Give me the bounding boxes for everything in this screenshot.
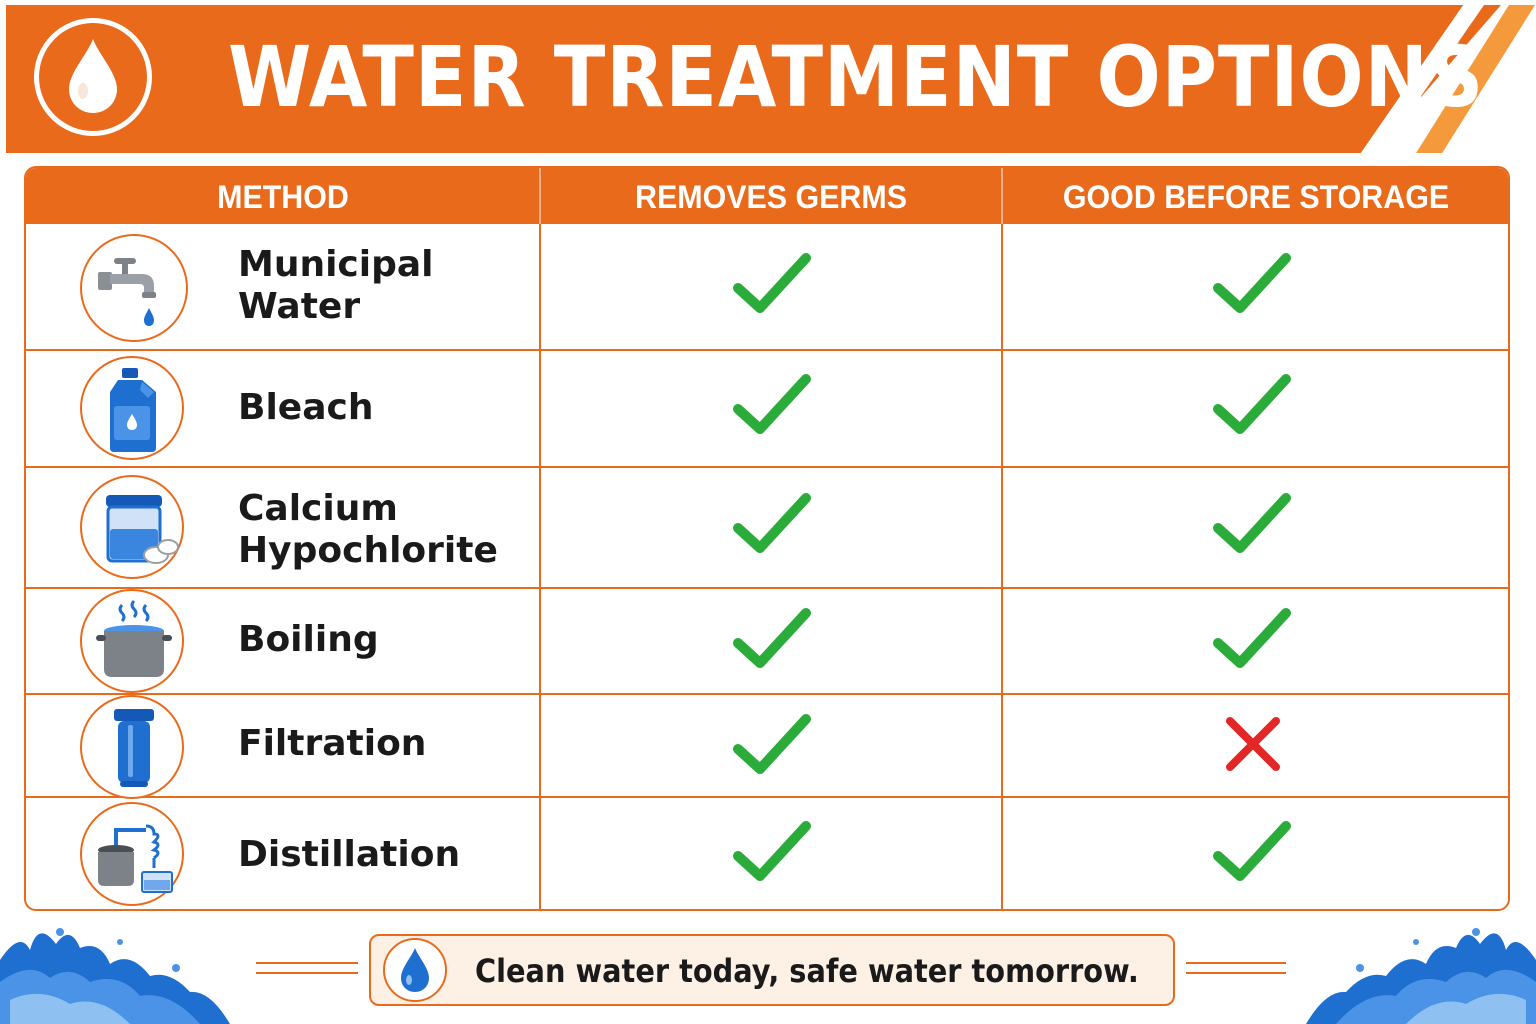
method-icon-badge bbox=[80, 695, 184, 799]
method-icon-badge bbox=[80, 475, 184, 579]
check-icon bbox=[1213, 493, 1291, 553]
check-icon bbox=[1213, 253, 1291, 313]
cross-icon bbox=[1226, 717, 1280, 771]
page-title: WATER TREATMENT OPTIONS bbox=[228, 28, 1485, 126]
method-label: Boiling bbox=[238, 619, 379, 660]
check-icon bbox=[733, 253, 811, 313]
row-divider bbox=[26, 693, 1508, 695]
header-divider bbox=[1001, 168, 1003, 224]
column-header-method: METHOD bbox=[217, 179, 349, 215]
table-row: Distillation bbox=[26, 798, 1508, 909]
column-header-removes-germs: REMOVES GERMS bbox=[635, 179, 907, 215]
distiller-icon bbox=[98, 824, 173, 893]
water-splash-left bbox=[0, 928, 230, 1024]
check-icon bbox=[1213, 821, 1291, 881]
footer-tagline: Clean water today, safe water tomorrow. bbox=[475, 952, 1139, 990]
footer-deco-line bbox=[1186, 962, 1286, 964]
method-icon-badge bbox=[80, 356, 184, 460]
footer-deco-line bbox=[1186, 972, 1286, 974]
check-icon bbox=[733, 714, 811, 774]
row-divider bbox=[26, 587, 1508, 589]
table-row: Filtration bbox=[26, 695, 1508, 799]
column-header-good-before-storage: GOOD BEFORE STORAGE bbox=[1062, 179, 1450, 215]
method-label: Water bbox=[238, 286, 361, 327]
table-row: Boiling bbox=[26, 589, 1508, 693]
method-label: Hypochlorite bbox=[238, 530, 498, 571]
method-label: Filtration bbox=[238, 723, 427, 764]
boiling-pot-icon bbox=[96, 599, 172, 677]
logo-badge bbox=[34, 18, 152, 136]
column-divider bbox=[1001, 224, 1003, 909]
table-header: METHOD REMOVES GERMS GOOD BEFORE STORAGE bbox=[26, 168, 1508, 224]
check-icon bbox=[733, 374, 811, 434]
footer-deco-line bbox=[256, 972, 358, 974]
method-icon-badge bbox=[80, 802, 184, 906]
water-splash-right bbox=[1306, 928, 1536, 1024]
footer-banner: Clean water today, safe water tomorrow. bbox=[369, 934, 1175, 1006]
faucet-icon bbox=[98, 258, 156, 326]
footer-deco-line bbox=[256, 962, 358, 964]
footer-icon-badge bbox=[383, 938, 447, 1002]
header-banner bbox=[6, 5, 1501, 153]
header-divider bbox=[539, 168, 541, 224]
water-drop-icon bbox=[69, 39, 117, 113]
table-row: Bleach bbox=[26, 351, 1508, 466]
water-drop-icon bbox=[401, 948, 429, 992]
treatment-table: METHOD REMOVES GERMS GOOD BEFORE STORAGE… bbox=[24, 166, 1510, 911]
row-divider bbox=[26, 796, 1508, 798]
row-divider bbox=[26, 466, 1508, 468]
water-filter-icon bbox=[114, 709, 154, 787]
method-label: Distillation bbox=[238, 834, 461, 875]
method-icon-badge bbox=[80, 234, 188, 342]
tablet-container-icon bbox=[106, 495, 179, 564]
column-divider bbox=[539, 224, 541, 909]
check-icon bbox=[1213, 608, 1291, 668]
method-label: Calcium bbox=[238, 488, 398, 529]
method-label: Municipal bbox=[238, 244, 434, 285]
row-divider bbox=[26, 349, 1508, 351]
check-icon bbox=[733, 608, 811, 668]
method-icon-badge bbox=[80, 589, 184, 693]
check-icon bbox=[1213, 374, 1291, 434]
check-icon bbox=[733, 821, 811, 881]
check-icon bbox=[733, 493, 811, 553]
table-row: Calcium Hypochlorite bbox=[26, 468, 1508, 587]
method-label: Bleach bbox=[238, 387, 374, 428]
table-row: Municipal Water bbox=[26, 224, 1508, 349]
bleach-jug-icon bbox=[110, 368, 156, 452]
